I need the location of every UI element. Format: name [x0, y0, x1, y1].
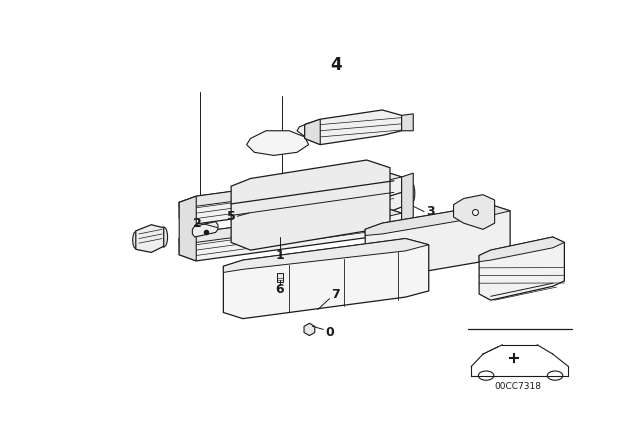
- Polygon shape: [179, 171, 402, 224]
- Ellipse shape: [328, 189, 344, 202]
- Ellipse shape: [132, 232, 139, 249]
- Ellipse shape: [340, 189, 349, 212]
- Ellipse shape: [404, 180, 415, 206]
- Text: 3: 3: [426, 205, 435, 218]
- Text: 5: 5: [227, 210, 236, 223]
- Polygon shape: [305, 119, 320, 145]
- Polygon shape: [402, 173, 413, 229]
- Polygon shape: [179, 207, 402, 261]
- Polygon shape: [179, 207, 402, 245]
- Polygon shape: [231, 160, 390, 250]
- Polygon shape: [479, 237, 564, 262]
- Ellipse shape: [276, 271, 284, 276]
- Polygon shape: [223, 238, 429, 272]
- Text: 4: 4: [330, 56, 342, 73]
- Polygon shape: [223, 238, 429, 319]
- Polygon shape: [193, 222, 218, 237]
- Polygon shape: [305, 110, 402, 145]
- Polygon shape: [345, 178, 410, 215]
- Polygon shape: [179, 171, 402, 208]
- Polygon shape: [344, 185, 368, 202]
- Ellipse shape: [160, 227, 168, 247]
- Polygon shape: [179, 196, 196, 261]
- Polygon shape: [246, 131, 308, 155]
- Text: 7: 7: [332, 288, 340, 301]
- Polygon shape: [365, 205, 510, 279]
- Polygon shape: [304, 323, 315, 336]
- Text: 0: 0: [325, 326, 334, 339]
- Text: 00CC7318: 00CC7318: [494, 382, 541, 391]
- Ellipse shape: [259, 136, 301, 150]
- Polygon shape: [297, 123, 319, 137]
- Ellipse shape: [259, 201, 274, 215]
- Text: 1: 1: [276, 249, 284, 262]
- Ellipse shape: [293, 195, 308, 208]
- Ellipse shape: [363, 182, 378, 196]
- Polygon shape: [365, 205, 510, 236]
- Polygon shape: [402, 114, 413, 131]
- Polygon shape: [479, 237, 564, 300]
- Text: 6: 6: [276, 283, 284, 296]
- Polygon shape: [277, 273, 283, 282]
- Text: 2: 2: [193, 217, 202, 230]
- Polygon shape: [454, 195, 495, 229]
- Polygon shape: [136, 225, 164, 252]
